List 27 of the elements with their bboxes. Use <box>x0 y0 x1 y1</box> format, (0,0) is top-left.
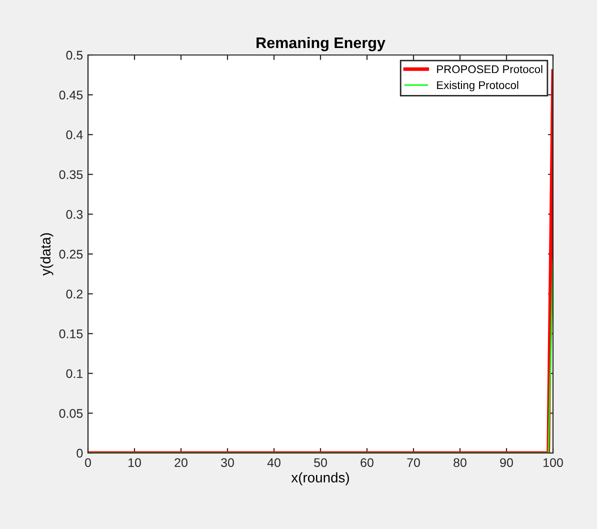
x-tick-label: 90 <box>500 458 513 468</box>
x-tick-label: 60 <box>360 458 374 468</box>
y-tick-label: 0.4 <box>66 130 83 140</box>
y-tick-label: 0 <box>76 448 83 458</box>
y-tick-label: 0.35 <box>59 170 83 180</box>
x-tick-label: 40 <box>267 458 280 468</box>
y-tick-label: 0.1 <box>66 369 83 378</box>
x-tick-label: 80 <box>454 458 466 468</box>
y-tick-label: 0.15 <box>59 329 83 338</box>
y-axis-title: y(data) <box>40 233 54 276</box>
x-tick-label: 100 <box>544 458 563 468</box>
x-tick-label: 0 <box>85 458 91 468</box>
y-tick-label: 0.25 <box>59 250 83 259</box>
legend-label: PROPOSED Protocol <box>437 65 542 74</box>
x-tick-label: 10 <box>128 458 141 468</box>
y-tick-label: 0.5 <box>66 50 83 60</box>
chart-title: Remaning Energy <box>256 36 386 52</box>
legend-label: Existing Protocol <box>437 80 518 92</box>
x-axis-title: x(rounds) <box>291 472 349 486</box>
x-tick-label: 50 <box>314 458 327 468</box>
x-tick-label: 70 <box>407 458 420 468</box>
y-tick-label: 0.45 <box>59 90 83 100</box>
x-tick-label: 20 <box>174 458 188 468</box>
y-tick-label: 0.05 <box>59 409 83 418</box>
y-tick-label: 0.2 <box>66 290 83 298</box>
y-tick-label: 0.3 <box>66 210 83 219</box>
x-tick-label: 30 <box>221 458 234 468</box>
